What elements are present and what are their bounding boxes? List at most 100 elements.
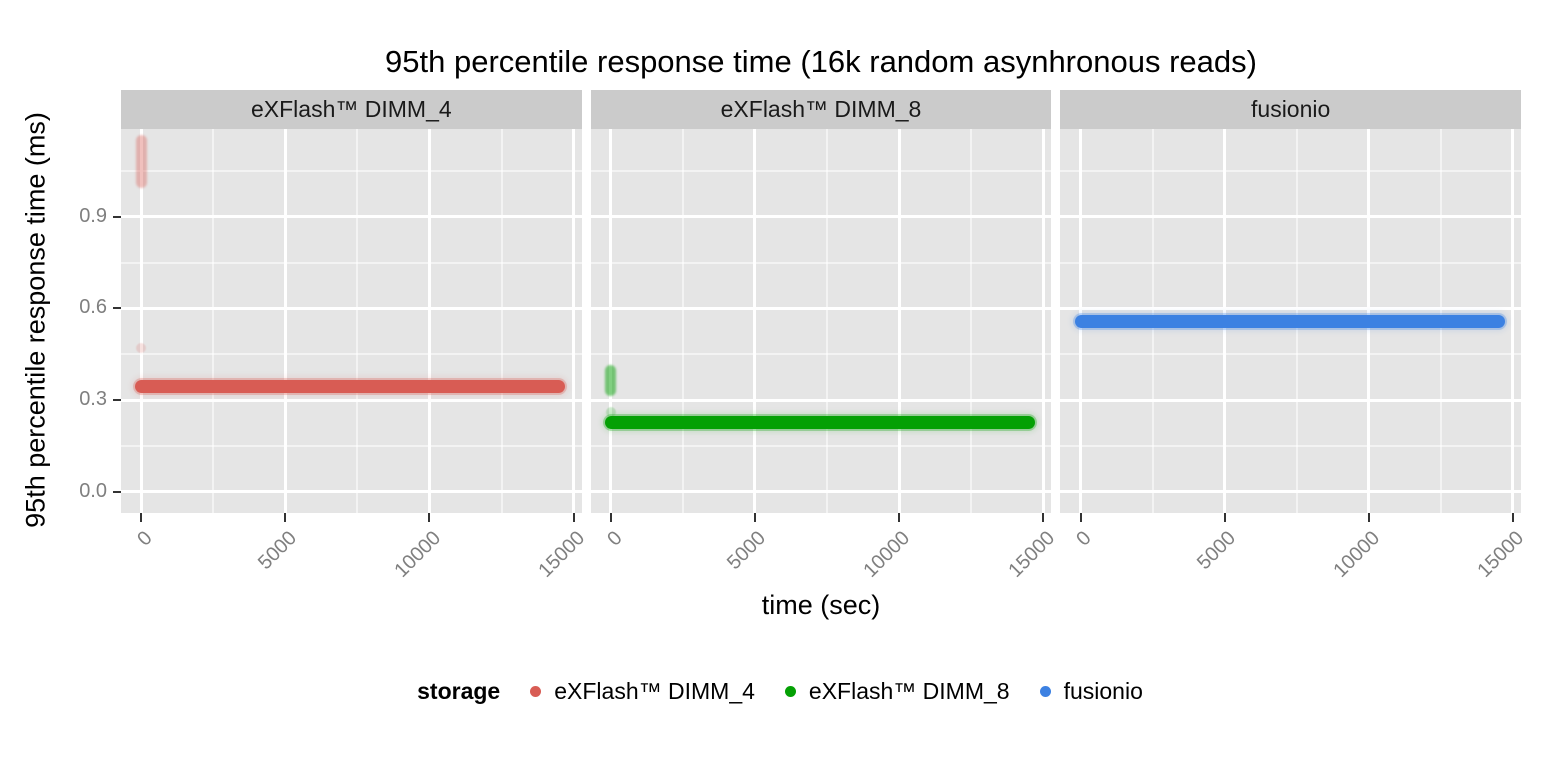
gridline-major-y	[121, 215, 582, 219]
x-tick-mark	[1079, 513, 1082, 522]
gridline-minor-x	[970, 129, 973, 513]
gridline-minor-y	[1060, 261, 1521, 264]
y-tick-mark	[113, 490, 121, 493]
facet-panel	[1060, 129, 1521, 513]
x-tick-mark	[1223, 513, 1226, 522]
legend-swatch	[1039, 686, 1051, 697]
y-tick-label: 0.3	[79, 388, 107, 411]
gridline-minor-y	[121, 445, 582, 448]
x-tick-label-text: 15000	[1473, 527, 1529, 582]
facet-1: eXFlash™ DIMM_4 0 5000 10000 15000	[121, 90, 589, 603]
gridline-minor-y	[1060, 353, 1521, 356]
gridline-minor-y	[121, 353, 582, 356]
gridline-minor-y	[590, 261, 1052, 264]
legend-label: eXFlash™ DIMM_4	[554, 678, 755, 704]
gridline-minor-y	[590, 445, 1052, 448]
gridline-major-y	[590, 398, 1052, 402]
legend: storage eXFlash™ DIMM_4 eXFlash™ DIMM_8 fu…	[0, 678, 1560, 705]
x-tick-label-text: 5000	[1193, 527, 1241, 575]
gridline-minor-x	[212, 129, 215, 513]
x-tick-label-text: 10000	[1329, 527, 1385, 582]
legend-title: storage	[417, 678, 501, 704]
gridline-minor-y	[121, 169, 582, 172]
gridline-minor-y	[121, 261, 582, 264]
gridline-major-x	[609, 129, 613, 513]
outlier-point	[136, 343, 147, 354]
legend-label: eXFlash™ DIMM_8	[808, 678, 1010, 704]
facet-3: fusionio 0 5000 10000 15000	[1060, 90, 1528, 603]
x-tick-mark	[898, 513, 901, 522]
data-band	[1074, 315, 1505, 329]
gridline-major-y	[590, 215, 1052, 219]
legend-swatch	[784, 686, 796, 697]
gridline-major-x	[139, 129, 143, 513]
x-tick-label-text: 5000	[253, 527, 301, 575]
legend-item: eXFlash™ DIMM_8	[784, 678, 1010, 705]
x-tick-label-text: 10000	[859, 527, 915, 582]
legend-label: fusionio	[1063, 678, 1143, 704]
legend-item: eXFlash™ DIMM_4	[530, 678, 755, 705]
x-axis-title: time (sec)	[761, 590, 881, 620]
gridline-major-y	[590, 490, 1052, 494]
gridline-major-x	[1041, 129, 1045, 513]
facet-panel	[121, 129, 582, 513]
facet-strip: fusionio	[1060, 90, 1521, 129]
x-tick-mark	[140, 513, 143, 522]
gridline-minor-y	[590, 169, 1052, 172]
outlier-cluster	[605, 364, 617, 396]
gridline-major-x	[283, 129, 287, 513]
x-tick-mark	[572, 513, 575, 522]
gridline-major-y	[1060, 215, 1521, 219]
y-tick-label: 0.6	[79, 296, 107, 319]
y-tick-label: 0.9	[79, 204, 107, 227]
data-band	[135, 379, 566, 393]
x-tick-label-text: 0	[133, 527, 157, 551]
x-tick-mark	[753, 513, 756, 522]
legend-swatch	[530, 686, 542, 697]
x-tick-mark	[284, 513, 287, 522]
gridline-major-x	[1511, 129, 1515, 513]
x-tick-label-text: 15000	[1003, 527, 1059, 582]
gridline-minor-x	[500, 129, 503, 513]
legend-item: fusionio	[1039, 678, 1143, 705]
gridline-major-x	[897, 129, 901, 513]
gridline-major-y	[1060, 398, 1521, 402]
gridline-minor-y	[1060, 169, 1521, 172]
gridline-minor-y	[590, 353, 1052, 356]
gridline-major-y	[1060, 490, 1521, 494]
x-tick-mark	[428, 513, 431, 522]
facet-2: eXFlash™ DIMM_8 0 5000 10000 15000	[590, 90, 1059, 603]
x-tick-label-text: 15000	[534, 527, 590, 582]
facet-panel	[590, 129, 1052, 513]
chart-title: 95th percentile response time (16k rando…	[385, 44, 1257, 79]
y-tick-mark	[113, 399, 121, 402]
x-tick-mark	[609, 513, 612, 522]
gridline-minor-x	[826, 129, 829, 513]
gridline-minor-x	[356, 129, 359, 513]
x-tick-mark	[1367, 513, 1370, 522]
y-tick-mark	[113, 307, 121, 310]
data-band	[604, 415, 1035, 429]
facet-strip: eXFlash™ DIMM_4	[121, 90, 582, 129]
outlier-cluster	[135, 135, 147, 189]
gridline-major-x	[427, 129, 431, 513]
y-axis: 0.0 0.3 0.6 0.9	[0, 129, 121, 513]
gridline-major-y	[121, 490, 582, 494]
gridline-major-y	[121, 398, 582, 402]
gridline-minor-x	[681, 129, 684, 513]
y-tick-mark	[113, 215, 121, 218]
x-tick-mark	[1511, 513, 1514, 522]
x-tick-label-text: 0	[1072, 527, 1097, 551]
gridline-major-x	[572, 129, 576, 513]
gridline-major-y	[121, 306, 582, 310]
x-tick-mark	[1042, 513, 1045, 522]
outlier-point	[605, 406, 616, 417]
x-tick-label-text: 0	[602, 527, 627, 551]
gridline-major-x	[753, 129, 757, 513]
gridline-minor-y	[1060, 445, 1521, 448]
y-tick-label: 0.0	[79, 479, 107, 502]
facet-strip: eXFlash™ DIMM_8	[590, 90, 1052, 129]
gridline-major-y	[590, 306, 1052, 310]
x-tick-label-text: 5000	[723, 527, 771, 575]
